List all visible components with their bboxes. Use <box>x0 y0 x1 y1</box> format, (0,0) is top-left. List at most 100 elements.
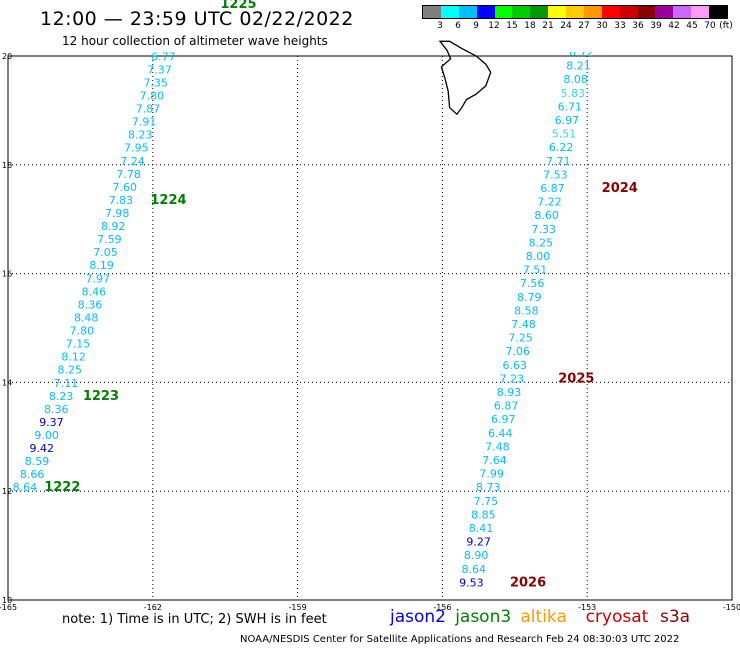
wave-height-label: 8.07 <box>159 24 184 37</box>
wave-height-label: 6.72 <box>569 46 594 59</box>
wave-height-label: 7.83 <box>109 194 134 207</box>
wave-height-label: 7.11 <box>54 377 79 390</box>
wave-height-label: 7.64 <box>482 454 507 467</box>
satellite-legend-item: s3a <box>660 607 691 627</box>
wave-height-label: 8.00 <box>526 250 551 263</box>
wave-height-label: 8.48 <box>74 311 99 324</box>
wave-height-label: 7.05 <box>93 246 118 259</box>
pass-time-label: 2025 <box>558 371 594 386</box>
wave-height-label: 7.75 <box>474 495 499 508</box>
wave-height-label: 9.00 <box>34 429 59 442</box>
colorbar-label: 9 <box>473 21 479 31</box>
wave-height-label: 6.22 <box>549 141 574 154</box>
colorbar-label: (ft) <box>719 21 733 31</box>
wave-height-label: 7.25 <box>508 332 533 345</box>
page-title: 12:00 — 23:59 UTC 02/22/2022 <box>40 8 354 30</box>
colorbar-label: 6 <box>455 21 461 31</box>
colorbar-label: 27 <box>578 21 590 31</box>
colorbar-swatch <box>566 6 584 18</box>
wave-height-label: 8.66 <box>20 468 45 481</box>
y-tick-label: 12 <box>2 487 12 496</box>
wave-height-label: 7.48 <box>511 318 536 331</box>
x-tick-label: -159 <box>289 603 307 612</box>
wave-height-label: 9.53 <box>459 576 484 589</box>
wave-height-label: 6.63 <box>503 359 528 372</box>
colorbar-label: 39 <box>650 21 662 31</box>
wave-height-label: 7.99 <box>479 468 504 481</box>
colorbar-label: 70 <box>704 21 716 31</box>
x-tick-label: -165 <box>0 603 17 612</box>
colorbar-label: 21 <box>542 21 554 31</box>
colorbar-label: 15 <box>506 21 518 31</box>
wave-height-label: 7.87 <box>136 103 161 116</box>
colorbar-swatch <box>709 6 727 18</box>
colorbar-swatch <box>548 6 566 18</box>
colorbar-swatch <box>601 6 620 18</box>
pass-time-label: 2024 <box>602 181 638 196</box>
y-tick-label: 16 <box>2 270 12 279</box>
wave-height-label: 6.77 <box>151 50 176 63</box>
colorbar-swatch <box>619 6 638 18</box>
note-text: note: 1) Time is in UTC; 2) SWH is in fe… <box>62 612 327 627</box>
wave-height-label: 7.33 <box>532 223 557 236</box>
wave-height-label: 7.56 <box>520 277 545 290</box>
colorbar-swatch <box>423 6 441 18</box>
colorbar-swatch <box>673 6 692 18</box>
wave-height-label: 6.87 <box>494 400 519 413</box>
wave-height-label: 7.91 <box>132 116 157 129</box>
wave-height-label: 8.08 <box>563 73 588 86</box>
wave-height-label: 9.42 <box>30 442 55 455</box>
colorbar-label: 33 <box>614 21 626 31</box>
colorbar-swatch <box>458 6 477 18</box>
colorbar-label: 24 <box>560 21 572 31</box>
wave-height-label: 6.87 <box>540 182 565 195</box>
wave-height-label: 8.73 <box>476 481 501 494</box>
colorbar-label: 18 <box>524 21 536 31</box>
colorbar-swatch <box>494 6 513 18</box>
colorbar-label: 45 <box>686 21 698 31</box>
colorbar-swatch <box>440 6 459 18</box>
wave-height-label: 7.24 <box>120 155 145 168</box>
wave-height-label: 7.87 <box>163 11 188 24</box>
wave-height-label: 8.64 <box>462 563 487 576</box>
x-tick-label: -153 <box>578 603 596 612</box>
wave-height-label: 8.12 <box>61 351 86 364</box>
wave-height-label: 7.80 <box>140 90 165 103</box>
y-tick-label: 20 <box>2 52 12 61</box>
pass-time-label: 1222 <box>44 480 80 495</box>
wave-height-label: 8.46 <box>82 285 107 298</box>
colorbar-label: 12 <box>488 21 500 31</box>
wave-height-label: 8.58 <box>514 304 539 317</box>
wave-height-label: 8.19 <box>89 259 114 272</box>
colorbar-swatch <box>583 6 602 18</box>
wave-height-label: 7.15 <box>66 338 91 351</box>
wave-height-label: 8.85 <box>471 508 496 521</box>
wave-height-label: 8.93 <box>497 386 522 399</box>
y-tick-label: 18 <box>2 161 12 170</box>
satellite-legend-item: cryosat <box>585 607 649 627</box>
island-outline <box>438 40 492 116</box>
colorbar-swatch <box>530 6 549 18</box>
satellite-legend-item: jason3 <box>455 607 512 627</box>
wave-height-label: 8.92 <box>101 220 126 233</box>
wave-height-label: 8.41 <box>469 522 494 535</box>
wave-height-label: 8.21 <box>566 60 591 73</box>
wave-height-label: 8.90 <box>464 549 489 562</box>
map-frame <box>7 55 733 601</box>
colorbar-labels: 3 6 9 12 15 18 21 24 27 30 33 36 39 42 45 70 (ft) <box>422 21 734 33</box>
pass-time-label: 1223 <box>83 389 119 404</box>
wave-height-label: 7.78 <box>116 168 141 181</box>
wave-height-label: 5.83 <box>560 87 585 100</box>
wave-height-label: 7.22 <box>537 196 562 209</box>
colorbar-swatch <box>655 6 674 18</box>
colorbar-label: 36 <box>632 21 644 31</box>
y-tick-label: 10 <box>2 596 12 605</box>
wave-height-label: 6.11 <box>575 19 600 32</box>
wave-height-label: 7.53 <box>543 168 568 181</box>
wave-height-label: 8.64 <box>13 481 38 494</box>
wave-height-label: 9.37 <box>39 416 64 429</box>
colorbar <box>422 5 728 19</box>
wave-height-label: 9.27 <box>466 536 491 549</box>
wave-height-label: 8.25 <box>529 236 554 249</box>
